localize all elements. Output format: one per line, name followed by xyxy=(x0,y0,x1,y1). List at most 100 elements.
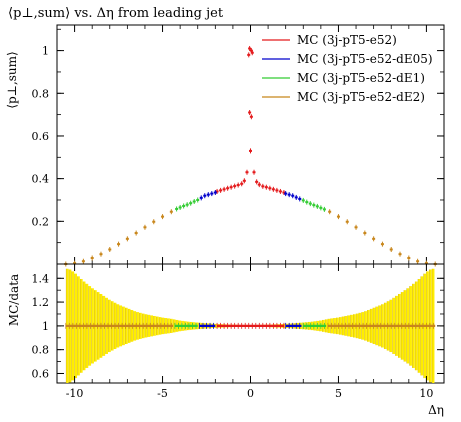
data-point xyxy=(161,215,165,218)
data-point xyxy=(336,215,340,218)
data-point xyxy=(291,194,295,197)
data-point xyxy=(363,232,367,235)
data-point xyxy=(229,186,233,189)
data-point xyxy=(271,188,275,191)
ratio-x-tick-label: 0 xyxy=(247,387,254,400)
data-point xyxy=(199,196,203,199)
ratio-series-lines xyxy=(65,322,436,329)
data-point xyxy=(245,171,249,174)
data-point xyxy=(247,53,251,56)
data-point xyxy=(185,203,189,206)
data-point xyxy=(257,183,261,186)
legend: MC (3j-pT5-e52) MC (3j-pT5-e52-dE05) MC (3… xyxy=(262,33,433,104)
data-point xyxy=(301,199,305,202)
main-y-axis: 0.2 0.4 0.6 0.8 1 xyxy=(32,28,444,244)
data-point xyxy=(315,205,319,208)
data-point xyxy=(240,182,244,185)
main-y-tick-label: 0.2 xyxy=(32,215,50,228)
data-point xyxy=(407,257,411,260)
ratio-x-tick-label: 5 xyxy=(335,387,342,400)
data-point xyxy=(416,260,420,263)
data-point xyxy=(222,188,226,191)
data-point xyxy=(354,226,358,229)
data-point xyxy=(215,190,219,193)
data-point xyxy=(298,197,302,200)
data-point xyxy=(90,257,94,260)
ratio-x-tick-label: -5 xyxy=(157,387,168,400)
legend-label: MC (3j-pT5-e52-dE1) xyxy=(297,71,425,85)
main-panel: 0.2 0.4 0.6 0.8 1 ⟨p⊥,sum⟩ xyxy=(5,24,445,267)
legend-label: MC (3j-pT5-e52-dE2) xyxy=(297,90,425,104)
data-point xyxy=(312,204,316,207)
data-point xyxy=(81,260,85,263)
data-point xyxy=(248,47,252,50)
data-point xyxy=(252,171,256,174)
data-point xyxy=(294,196,298,199)
ratio-x-axis: -10 -5 0 5 10 xyxy=(56,264,445,400)
ratio-y-axis-label: MC/data xyxy=(7,274,21,326)
data-point xyxy=(282,191,286,194)
data-point xyxy=(192,200,196,203)
ratio-y-tick-label: 1.4 xyxy=(32,272,50,285)
series-3-points xyxy=(175,197,326,212)
data-point xyxy=(345,220,349,223)
data-point xyxy=(284,192,288,195)
ratio-y-tick-label: 0.8 xyxy=(32,344,50,357)
main-y-tick-label: 0.8 xyxy=(32,87,50,100)
ratio-y-tick-label: 1.2 xyxy=(32,296,50,309)
data-point xyxy=(236,184,240,187)
data-point xyxy=(203,194,207,197)
data-point xyxy=(319,206,323,209)
data-point xyxy=(182,204,186,207)
data-point xyxy=(308,202,312,205)
data-point xyxy=(328,210,332,213)
main-y-tick-label: 0.4 xyxy=(32,173,50,186)
ratio-band-bin xyxy=(173,319,176,333)
data-point xyxy=(189,202,193,205)
data-point xyxy=(99,253,103,256)
data-point xyxy=(264,186,268,189)
data-point xyxy=(178,206,182,209)
data-point xyxy=(210,192,214,195)
ratio-band-bin xyxy=(215,323,218,328)
plot-title: ⟨p⊥,sum⟩ vs. Δη from leading jet xyxy=(8,6,224,21)
ratio-x-tick-label: 10 xyxy=(419,387,433,400)
data-point xyxy=(389,248,393,251)
data-point xyxy=(424,262,428,265)
data-point xyxy=(213,191,217,194)
main-data-points xyxy=(64,45,437,267)
data-point xyxy=(322,208,326,211)
data-point xyxy=(233,185,237,188)
data-point xyxy=(117,243,121,246)
data-point xyxy=(249,49,253,52)
main-x-axis xyxy=(56,25,445,264)
data-point xyxy=(169,210,173,213)
data-point xyxy=(175,207,179,210)
data-point xyxy=(219,189,223,192)
data-point xyxy=(372,237,376,240)
data-point xyxy=(108,248,112,251)
data-point xyxy=(278,190,282,193)
series-1-points xyxy=(215,45,286,196)
legend-label: MC (3j-pT5-e52-dE05) xyxy=(297,52,433,66)
ratio-band-bin xyxy=(325,319,328,333)
data-point xyxy=(143,226,147,229)
data-point xyxy=(248,111,252,114)
data-point xyxy=(287,193,291,196)
data-point xyxy=(249,149,252,152)
data-point xyxy=(268,187,272,190)
main-y-axis-label: ⟨p⊥,sum⟩ xyxy=(5,51,19,108)
data-point xyxy=(305,201,309,204)
ratio-y-tick-label: 0.6 xyxy=(32,367,50,380)
legend-label: MC (3j-pT5-e52) xyxy=(297,33,397,47)
data-point xyxy=(261,185,265,188)
data-point xyxy=(242,179,246,182)
ratio-panel: 0.6 0.8 1 1.2 1.4 -10 -5 0 5 10 MC/data Δη xyxy=(7,263,445,417)
data-point xyxy=(249,115,253,118)
main-y-tick-label: 1 xyxy=(42,45,49,58)
ratio-x-tick-label: -10 xyxy=(66,387,84,400)
data-point xyxy=(398,253,402,256)
ratio-y-axis: 0.6 0.8 1 1.2 1.4 xyxy=(32,272,444,380)
data-point xyxy=(134,232,138,235)
